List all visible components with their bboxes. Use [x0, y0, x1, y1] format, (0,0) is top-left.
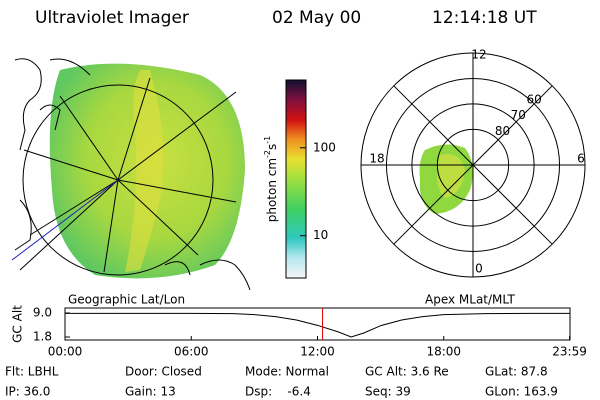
colorbar-tick-label: 100 — [313, 140, 336, 154]
status-field: Gain: 13 — [125, 385, 176, 399]
y-tick-label: 9.0 — [33, 306, 52, 320]
colorbar-tick-label: 10 — [313, 228, 328, 242]
mlt-label: 0 — [475, 262, 483, 276]
altitude-frame — [64, 307, 571, 341]
unit-part: s — [265, 144, 279, 150]
x-tick-label: 06:00 — [174, 345, 209, 359]
geographic-label: Geographic Lat/Lon — [68, 293, 185, 307]
date: 02 May 00 — [272, 8, 361, 28]
status-field: Mode: Normal — [245, 365, 329, 379]
geographic-image — [11, 58, 251, 291]
status-field: IP: 36.0 — [5, 385, 50, 399]
unit-exp: -1 — [263, 136, 272, 144]
status-field: GLon: 163.9 — [485, 385, 558, 399]
lat-label: 60 — [526, 92, 541, 106]
mlt-line — [393, 85, 474, 166]
altitude-ylabel: GC Alt — [11, 305, 25, 343]
y-tick-label: 1.8 — [33, 330, 52, 344]
colorbar-label: photon cm-2s-1 — [263, 136, 279, 223]
unit-part: photon cm — [265, 158, 279, 222]
x-tick-label: 12:00 — [300, 345, 335, 359]
instrument: Ultraviolet Imager — [35, 8, 189, 28]
status-field: Seq: 39 — [365, 385, 411, 399]
time: 12:14:18 UT — [432, 8, 537, 28]
x-tick-label: 23:59 — [552, 345, 587, 359]
status-field: GC Alt: 3.6 Re — [365, 365, 449, 379]
mlt-line — [472, 85, 553, 166]
mlt-line — [393, 164, 474, 245]
x-tick-label: 00:00 — [48, 345, 83, 359]
x-tick-label: 18:00 — [426, 345, 461, 359]
colorbar-unit: photon cm-2s-1 — [263, 136, 279, 223]
mlt-label: 6 — [577, 152, 585, 166]
colorbar — [285, 79, 307, 279]
lat-label: 70 — [511, 108, 526, 122]
lat-label: 80 — [495, 124, 510, 138]
status-field: GLat: 87.8 — [485, 365, 548, 379]
polar-label: Apex MLat/MLT — [425, 293, 515, 307]
status-field: Door: Closed — [125, 365, 202, 379]
altitude-line — [65, 312, 570, 338]
status-field: Flt: LBHL — [5, 365, 59, 379]
status-field: Dsp: -6.4 — [245, 385, 311, 399]
mlt-label: 18 — [369, 152, 384, 166]
mlt-line — [472, 164, 553, 245]
unit-exp: -2 — [263, 150, 272, 158]
mlt-label: 12 — [471, 48, 486, 62]
